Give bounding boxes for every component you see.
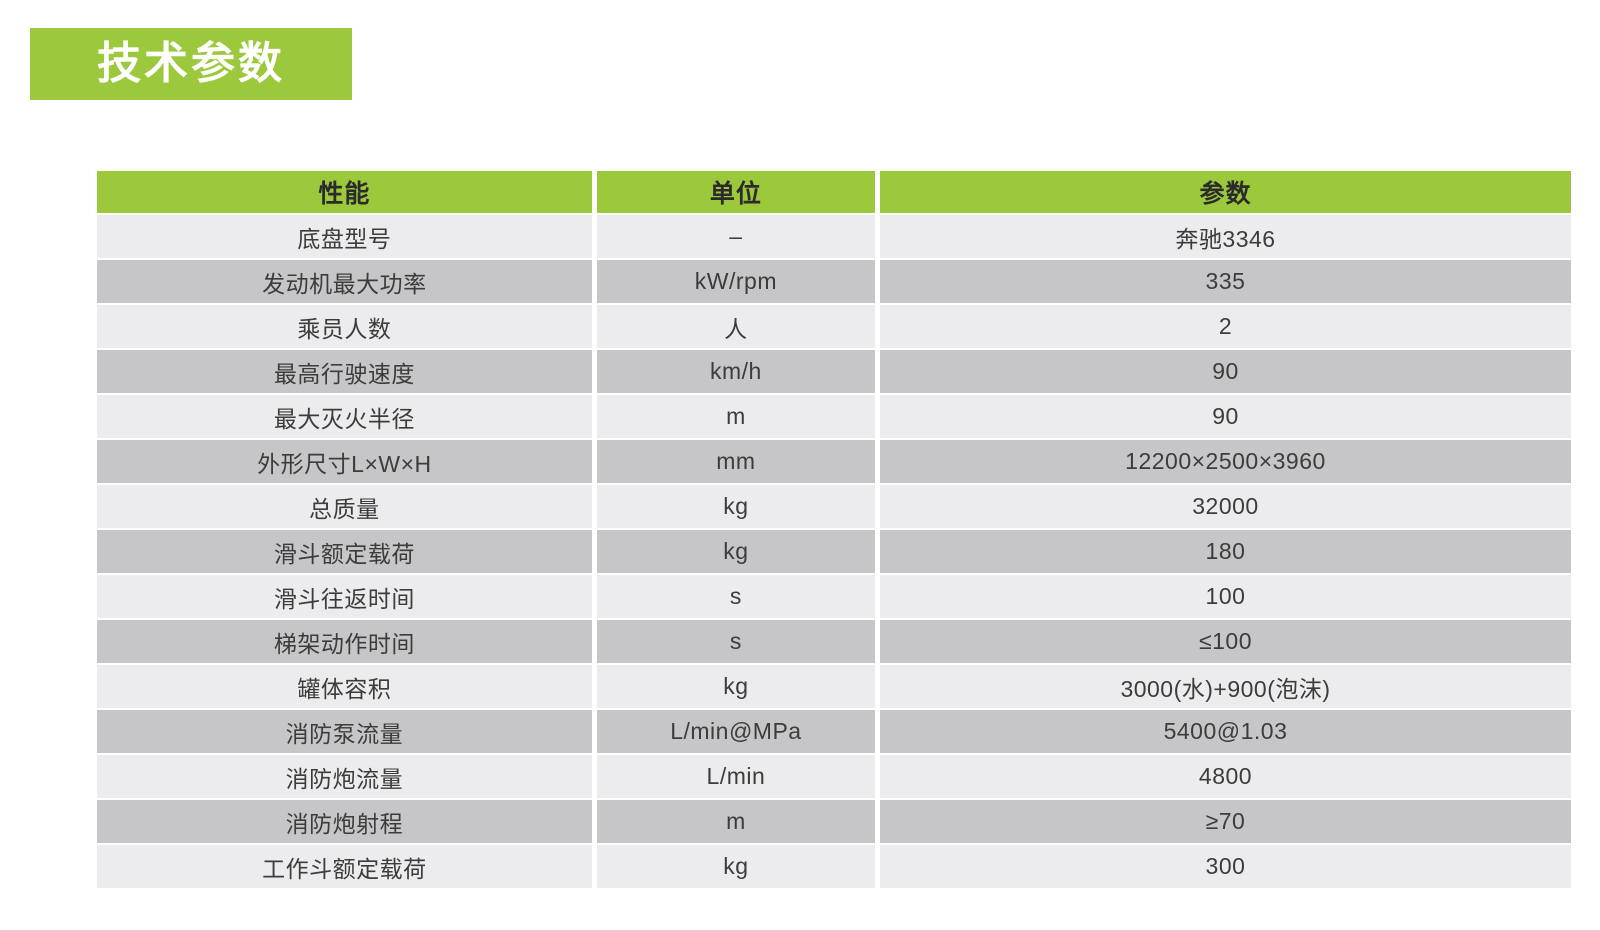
performance-cell: 滑斗往返时间	[97, 575, 592, 618]
performance-cell: 底盘型号	[97, 215, 592, 258]
unit-cell: mm	[596, 440, 875, 483]
table-row: 消防炮流量 L/min 4800	[97, 755, 1571, 798]
performance-cell: 罐体容积	[97, 665, 592, 708]
performance-cell: 外形尺寸L×W×H	[97, 440, 592, 483]
unit-cell: kg	[596, 530, 875, 573]
table-row: 最大灭火半径 m 90	[97, 395, 1571, 438]
table-row: 工作斗额定载荷 kg 300	[97, 845, 1571, 888]
table-row: 乘员人数 人 2	[97, 305, 1571, 348]
unit-cell: s	[596, 575, 875, 618]
performance-cell: 乘员人数	[97, 305, 592, 348]
table-row: 消防泵流量 L/min@MPa 5400@1.03	[97, 710, 1571, 753]
spec-table: 性能 单位 参数 底盘型号 – 奔驰3346 发动机最大功率 kW/rpm 33…	[92, 169, 1576, 890]
parameter-cell: ≥70	[879, 800, 1571, 843]
performance-cell: 梯架动作时间	[97, 620, 592, 663]
parameter-cell: 奔驰3346	[879, 215, 1571, 258]
unit-cell: kg	[596, 845, 875, 888]
parameter-cell: 100	[879, 575, 1571, 618]
table-row: 总质量 kg 32000	[97, 485, 1571, 528]
unit-cell: km/h	[596, 350, 875, 393]
table-row: 外形尺寸L×W×H mm 12200×2500×3960	[97, 440, 1571, 483]
performance-cell: 最大灭火半径	[97, 395, 592, 438]
table-row: 最高行驶速度 km/h 90	[97, 350, 1571, 393]
parameter-cell: 12200×2500×3960	[879, 440, 1571, 483]
performance-cell: 消防炮射程	[97, 800, 592, 843]
section-title: 技术参数	[97, 39, 285, 88]
performance-cell: 总质量	[97, 485, 592, 528]
parameter-cell: 5400@1.03	[879, 710, 1571, 753]
header-unit: 单位	[596, 171, 875, 213]
unit-cell: m	[596, 800, 875, 843]
parameter-cell: 3000(水)+900(泡沫)	[879, 665, 1571, 708]
table-row: 消防炮射程 m ≥70	[97, 800, 1571, 843]
unit-cell: kW/rpm	[596, 260, 875, 303]
unit-cell: kg	[596, 485, 875, 528]
performance-cell: 发动机最大功率	[97, 260, 592, 303]
parameter-cell: 2	[879, 305, 1571, 348]
parameter-cell: 4800	[879, 755, 1571, 798]
table-row: 罐体容积 kg 3000(水)+900(泡沫)	[97, 665, 1571, 708]
performance-cell: 消防炮流量	[97, 755, 592, 798]
performance-cell: 滑斗额定载荷	[97, 530, 592, 573]
parameter-cell: ≤100	[879, 620, 1571, 663]
unit-cell: L/min	[596, 755, 875, 798]
table-row: 滑斗往返时间 s 100	[97, 575, 1571, 618]
parameter-cell: 32000	[879, 485, 1571, 528]
table-row: 梯架动作时间 s ≤100	[97, 620, 1571, 663]
header-performance: 性能	[97, 171, 592, 213]
table-row: 滑斗额定载荷 kg 180	[97, 530, 1571, 573]
parameter-cell: 335	[879, 260, 1571, 303]
performance-cell: 最高行驶速度	[97, 350, 592, 393]
parameter-cell: 90	[879, 350, 1571, 393]
unit-cell: s	[596, 620, 875, 663]
table-row: 发动机最大功率 kW/rpm 335	[97, 260, 1571, 303]
parameter-cell: 180	[879, 530, 1571, 573]
unit-cell: 人	[596, 305, 875, 348]
table-header-row: 性能 单位 参数	[97, 171, 1571, 213]
header-parameter: 参数	[879, 171, 1571, 213]
parameter-cell: 90	[879, 395, 1571, 438]
unit-cell: m	[596, 395, 875, 438]
unit-cell: –	[596, 215, 875, 258]
performance-cell: 消防泵流量	[97, 710, 592, 753]
parameter-cell: 300	[879, 845, 1571, 888]
unit-cell: kg	[596, 665, 875, 708]
section-title-badge: 技术参数	[30, 28, 352, 100]
performance-cell: 工作斗额定载荷	[97, 845, 592, 888]
table-row: 底盘型号 – 奔驰3346	[97, 215, 1571, 258]
unit-cell: L/min@MPa	[596, 710, 875, 753]
